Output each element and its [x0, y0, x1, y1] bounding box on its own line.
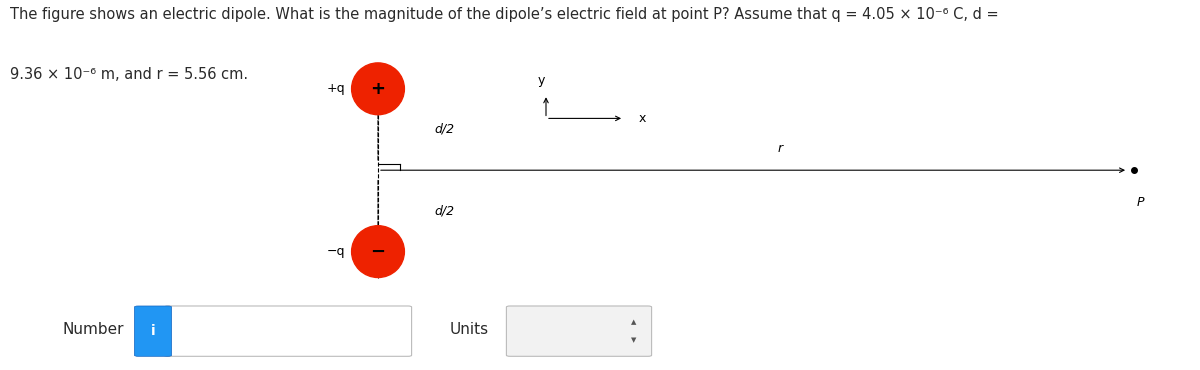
Text: −: −: [371, 243, 385, 260]
Text: ▲: ▲: [631, 319, 636, 325]
Text: d/2: d/2: [434, 204, 455, 218]
Text: 9.36 × 10⁻⁶ m, and r = 5.56 cm.: 9.36 × 10⁻⁶ m, and r = 5.56 cm.: [10, 67, 247, 82]
Text: The figure shows an electric dipole. What is the magnitude of the dipole’s elect: The figure shows an electric dipole. Wha…: [10, 7, 998, 23]
Text: Number: Number: [62, 322, 124, 337]
Text: P: P: [1136, 196, 1144, 209]
Ellipse shape: [352, 63, 404, 115]
FancyBboxPatch shape: [506, 306, 652, 356]
FancyBboxPatch shape: [134, 306, 172, 356]
Ellipse shape: [352, 226, 404, 278]
Text: Units: Units: [450, 322, 490, 337]
Text: −q: −q: [328, 245, 346, 258]
Text: x: x: [638, 112, 646, 125]
FancyBboxPatch shape: [164, 306, 412, 356]
Text: i: i: [151, 324, 155, 338]
Text: d/2: d/2: [434, 123, 455, 136]
Text: ▼: ▼: [631, 337, 636, 343]
Text: y: y: [538, 74, 545, 87]
Text: +q: +q: [326, 82, 346, 95]
Text: +: +: [371, 80, 385, 98]
Text: r: r: [778, 142, 782, 155]
